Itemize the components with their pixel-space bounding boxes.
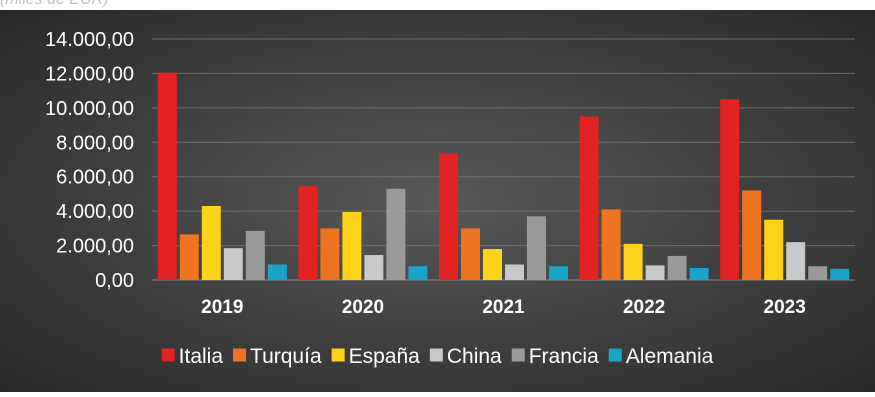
chart-caption: (miles de EUR): [0, 0, 108, 9]
legend-label: Francia: [529, 345, 599, 368]
bar-francia-2021: [527, 216, 546, 280]
bar-españa-2021: [483, 249, 502, 280]
y-tick-label: 0,00: [95, 270, 134, 292]
x-tick-label: 2022: [623, 297, 665, 318]
bar-china-2022: [645, 265, 665, 280]
legend-label: China: [447, 345, 502, 368]
bar-italia-2022: [579, 116, 599, 280]
y-tick-label: 4.000,00: [56, 201, 134, 223]
bar-italia-2020: [298, 186, 318, 280]
legend-swatch: [233, 348, 247, 362]
bar-chart: 0,00 2.000,00 4.000,00 6.000,00 8.000,00 10.0…: [0, 10, 875, 392]
bar-italia-2019: [157, 72, 177, 280]
legend-label: Turquía: [250, 345, 322, 368]
legend-label: España: [349, 345, 421, 368]
bar-turquía-2020: [320, 228, 340, 280]
bar-alemania-2020: [408, 266, 428, 280]
bar-francia-2020: [386, 188, 406, 280]
bar-españa-2022: [623, 243, 643, 280]
legend-swatch: [331, 348, 345, 362]
chart-panel: 0,00 2.000,00 4.000,00 6.000,00 8.000,00 10.0…: [0, 10, 875, 392]
bar-alemania-2021: [549, 266, 568, 280]
y-tick-label: 12.000,00: [45, 63, 134, 85]
bar-francia-2022: [667, 255, 687, 280]
y-tick-label: 6.000,00: [56, 167, 134, 189]
bar-turquía-2021: [461, 228, 480, 280]
bar-italia-2023: [720, 99, 740, 280]
bar-china-2021: [505, 264, 524, 280]
bar-españa-2020: [342, 212, 362, 280]
bar-españa-2019: [201, 205, 221, 280]
y-tick-label: 2.000,00: [56, 236, 134, 258]
legend-label: Alemania: [626, 345, 714, 368]
x-tick-label: 2021: [482, 297, 525, 318]
bar-china-2019: [223, 248, 243, 280]
bar-españa-2023: [764, 219, 784, 280]
y-tick-label: 10.000,00: [45, 98, 134, 120]
x-tick-label: 2019: [201, 297, 243, 318]
bar-china-2020: [364, 255, 384, 280]
bar-china-2023: [786, 242, 806, 280]
y-tick-label: 14.000,00: [45, 29, 134, 51]
bar-alemania-2019: [267, 264, 287, 280]
bar-alemania-2023: [830, 268, 850, 280]
legend-swatch: [429, 348, 443, 362]
x-tick-label: 2023: [764, 297, 806, 318]
legend-label: Italia: [179, 345, 224, 368]
legend-swatch: [608, 348, 622, 362]
x-tick-label: 2020: [342, 297, 384, 318]
bar-italia-2021: [439, 153, 458, 280]
y-tick-label: 8.000,00: [56, 132, 134, 154]
bar-francia-2019: [245, 230, 265, 280]
bar-turquía-2022: [601, 209, 621, 280]
bar-turquía-2019: [179, 234, 199, 280]
legend-swatch: [511, 348, 525, 362]
bar-turquía-2023: [742, 190, 762, 280]
bar-alemania-2022: [689, 267, 709, 280]
legend-swatch: [161, 348, 175, 362]
bar-francia-2023: [808, 266, 828, 280]
